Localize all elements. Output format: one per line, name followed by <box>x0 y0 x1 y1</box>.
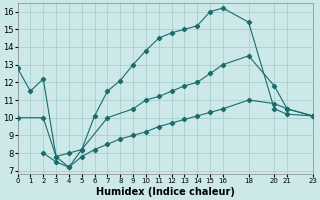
X-axis label: Humidex (Indice chaleur): Humidex (Indice chaleur) <box>96 187 235 197</box>
